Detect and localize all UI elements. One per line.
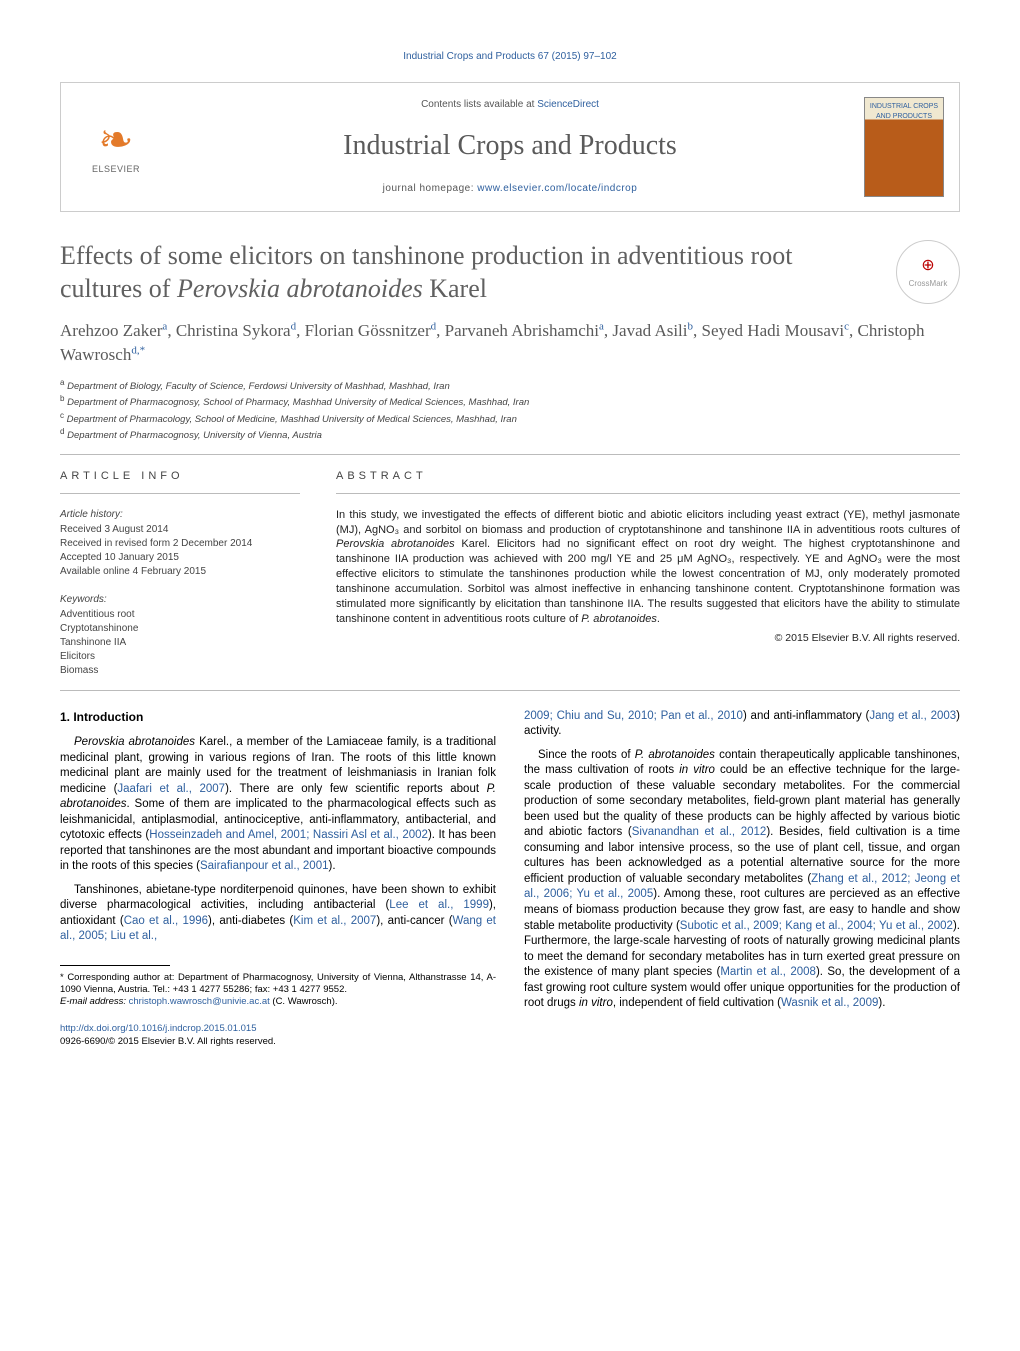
article-info-block: article info Article history: Received 3… bbox=[60, 469, 300, 677]
corresponding-author: * Corresponding author at: Department of… bbox=[60, 972, 496, 997]
elsevier-logo: ❧ ELSEVIER bbox=[81, 107, 151, 187]
email-label: E-mail address: bbox=[60, 996, 129, 1007]
abstract-block: abstract In this study, we investigated … bbox=[336, 469, 960, 677]
affiliation: c Department of Pharmacology, School of … bbox=[60, 410, 960, 426]
email-who: (C. Wawrosch). bbox=[270, 996, 338, 1007]
history-item: Received 3 August 2014 bbox=[60, 523, 300, 537]
affiliation: a Department of Biology, Faculty of Scie… bbox=[60, 377, 960, 393]
paragraph: 2009; Chiu and Su, 2010; Pan et al., 201… bbox=[524, 709, 960, 740]
divider bbox=[60, 454, 960, 455]
contents-text: Contents lists available at bbox=[421, 99, 537, 110]
paragraph: Perovskia abrotanoides Karel., a member … bbox=[60, 735, 496, 875]
journal-header: ❧ ELSEVIER Contents lists available at S… bbox=[60, 82, 960, 212]
affil-text: Department of Pharmacognosy, School of P… bbox=[67, 397, 529, 408]
keywords-head: Keywords: bbox=[60, 593, 300, 607]
homepage-link[interactable]: www.elsevier.com/locate/indcrop bbox=[477, 183, 637, 194]
doi-link[interactable]: http://dx.doi.org/10.1016/j.indcrop.2015… bbox=[60, 1023, 256, 1034]
affil-text: Department of Pharmacology, School of Me… bbox=[67, 414, 517, 425]
history-item: Available online 4 February 2015 bbox=[60, 565, 300, 579]
article-title: Effects of some elicitors on tanshinone … bbox=[60, 240, 880, 305]
body-columns: 1. Introduction Perovskia abrotanoides K… bbox=[60, 709, 960, 1049]
affiliations: a Department of Biology, Faculty of Scie… bbox=[60, 377, 960, 443]
footnotes: * Corresponding author at: Department of… bbox=[60, 972, 496, 1009]
journal-cover-slot: INDUSTRIAL CROPS AND PRODUCTS bbox=[849, 83, 959, 211]
crossmark-badge[interactable]: ⊕ CrossMark bbox=[896, 240, 960, 304]
keyword: Elicitors bbox=[60, 650, 300, 664]
journal-cover-label: INDUSTRIAL CROPS AND PRODUCTS bbox=[865, 102, 943, 122]
elsevier-tree-icon: ❧ bbox=[98, 119, 133, 161]
journal-title: Industrial Crops and Products bbox=[343, 126, 677, 165]
history-head: Article history: bbox=[60, 508, 300, 522]
history-item: Accepted 10 January 2015 bbox=[60, 551, 300, 565]
homepage-label: journal homepage: bbox=[383, 183, 478, 194]
title-post: Karel bbox=[423, 274, 487, 303]
affiliation: b Department of Pharmacognosy, School of… bbox=[60, 393, 960, 409]
email-link[interactable]: christoph.wawrosch@univie.ac.at bbox=[129, 996, 270, 1007]
issn-line: 0926-6690/© 2015 Elsevier B.V. All right… bbox=[60, 1036, 276, 1047]
sciencedirect-link[interactable]: ScienceDirect bbox=[537, 99, 599, 110]
contents-line: Contents lists available at ScienceDirec… bbox=[421, 98, 599, 112]
keyword: Adventitious root bbox=[60, 608, 300, 622]
keyword: Biomass bbox=[60, 664, 300, 678]
journal-cover: INDUSTRIAL CROPS AND PRODUCTS bbox=[864, 97, 944, 197]
divider bbox=[336, 493, 960, 494]
section-heading: 1. Introduction bbox=[60, 709, 496, 725]
article-info-head: article info bbox=[60, 469, 300, 484]
abstract-text: In this study, we investigated the effec… bbox=[336, 508, 960, 627]
doi-block: http://dx.doi.org/10.1016/j.indcrop.2015… bbox=[60, 1023, 496, 1049]
affiliation: d Department of Pharmacognosy, Universit… bbox=[60, 426, 960, 442]
column-left: 1. Introduction Perovskia abrotanoides K… bbox=[60, 709, 496, 1049]
crossmark-icon: ⊕ bbox=[921, 255, 934, 277]
running-head: Industrial Crops and Products 67 (2015) … bbox=[60, 50, 960, 64]
paragraph: Since the roots of P. abrotanoides conta… bbox=[524, 748, 960, 1012]
publisher-logo-slot: ❧ ELSEVIER bbox=[61, 83, 171, 211]
column-right: 2009; Chiu and Su, 2010; Pan et al., 201… bbox=[524, 709, 960, 1049]
homepage-line: journal homepage: www.elsevier.com/locat… bbox=[383, 182, 638, 196]
crossmark-label: CrossMark bbox=[909, 278, 948, 289]
history-item: Received in revised form 2 December 2014 bbox=[60, 537, 300, 551]
divider bbox=[60, 493, 300, 494]
email-line: E-mail address: christoph.wawrosch@univi… bbox=[60, 996, 496, 1008]
paragraph: Tanshinones, abietane-type norditerpenoi… bbox=[60, 883, 496, 945]
abstract-copyright: © 2015 Elsevier B.V. All rights reserved… bbox=[336, 631, 960, 646]
keyword: Cryptotanshinone bbox=[60, 622, 300, 636]
footnote-rule bbox=[60, 965, 170, 966]
affil-text: Department of Biology, Faculty of Scienc… bbox=[67, 381, 450, 392]
author-list: Arehzoo Zakera, Christina Sykorad, Flori… bbox=[60, 319, 960, 367]
affil-text: Department of Pharmacognosy, University … bbox=[67, 430, 322, 441]
keyword: Tanshinone IIA bbox=[60, 636, 300, 650]
elsevier-label: ELSEVIER bbox=[92, 163, 140, 176]
divider bbox=[60, 690, 960, 691]
title-species: Perovskia abrotanoides bbox=[177, 274, 423, 303]
abstract-head: abstract bbox=[336, 469, 960, 484]
